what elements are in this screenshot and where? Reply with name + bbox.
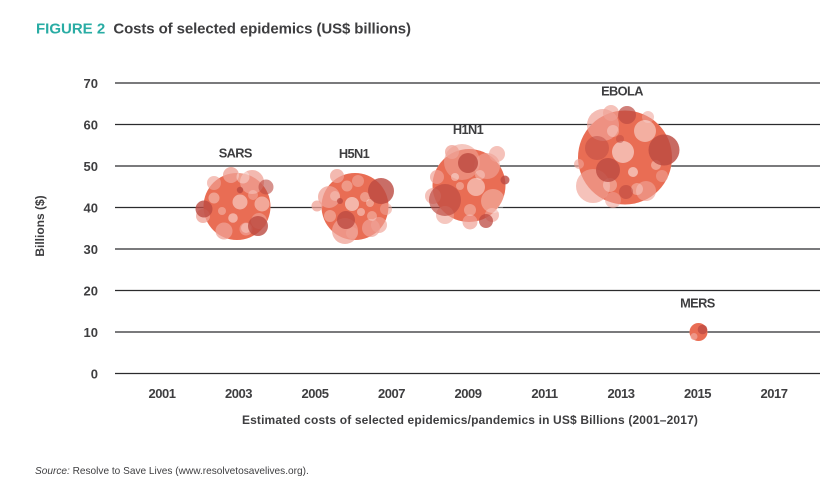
svg-text:2011: 2011: [531, 386, 557, 401]
svg-text:Source: Resolve to Save Lives: Source: Resolve to Save Lives (www.resol…: [35, 466, 309, 477]
svg-text:2003: 2003: [225, 386, 252, 401]
svg-text:MERS: MERS: [680, 296, 716, 311]
svg-text:Estimated costs of selected ep: Estimated costs of selected epidemics/pa…: [242, 413, 698, 427]
svg-text:20: 20: [84, 283, 98, 298]
svg-text:SARS: SARS: [219, 146, 253, 161]
svg-text:70: 70: [84, 76, 98, 91]
svg-text:2007: 2007: [378, 386, 405, 401]
svg-text:H1N1: H1N1: [453, 122, 484, 137]
svg-text:Billions ($): Billions ($): [33, 195, 47, 256]
svg-text:2001: 2001: [149, 386, 176, 401]
svg-text:2009: 2009: [455, 386, 482, 401]
svg-text:30: 30: [84, 242, 98, 257]
svg-text:H5N1: H5N1: [339, 146, 370, 161]
svg-text:2013: 2013: [608, 386, 635, 401]
svg-text:60: 60: [84, 117, 98, 132]
svg-text:EBOLA: EBOLA: [601, 84, 643, 99]
svg-text:FIGURE 2 Costs of selected epi: FIGURE 2 Costs of selected epidemics (US…: [36, 21, 411, 38]
svg-text:40: 40: [84, 200, 98, 215]
svg-text:10: 10: [84, 325, 98, 340]
svg-text:2017: 2017: [761, 386, 788, 401]
svg-text:2015: 2015: [684, 386, 711, 401]
svg-text:50: 50: [84, 159, 98, 174]
svg-text:2005: 2005: [302, 386, 329, 401]
svg-text:0: 0: [91, 366, 98, 381]
